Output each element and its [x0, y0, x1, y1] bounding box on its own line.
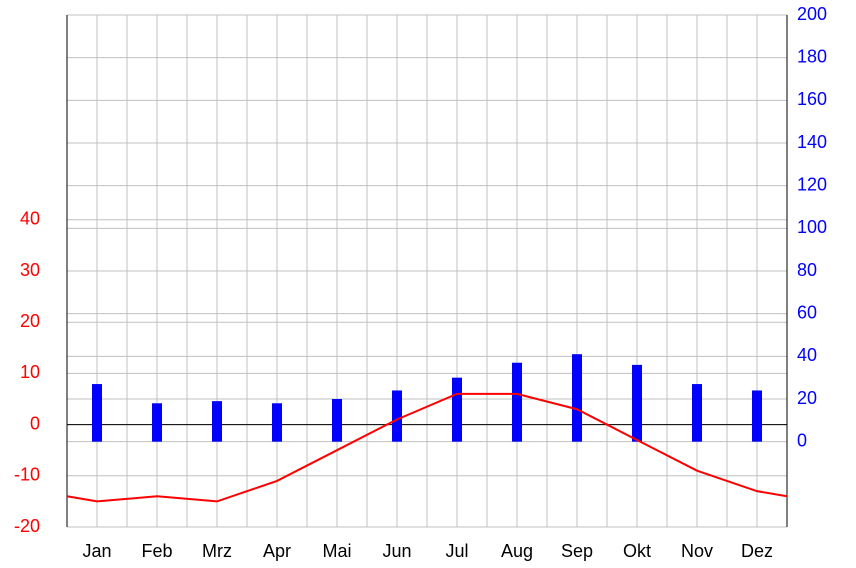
y2-tick-label: 60: [797, 302, 817, 322]
x-tick-label: Mai: [322, 541, 351, 561]
y-tick-label: -10: [14, 465, 40, 485]
x-tick-label: Okt: [623, 541, 651, 561]
x-tick-label: Jun: [382, 541, 411, 561]
y2-tick-label: 160: [797, 89, 827, 109]
y2-tick-label: 100: [797, 217, 827, 237]
y-tick-label: 0: [30, 413, 40, 433]
x-tick-label: Dez: [741, 541, 773, 561]
bar: [692, 384, 702, 442]
x-tick-label: Jan: [82, 541, 111, 561]
y2-tick-label: 80: [797, 260, 817, 280]
x-tick-label: Sep: [561, 541, 593, 561]
x-tick-label: Apr: [263, 541, 291, 561]
bar: [752, 390, 762, 442]
x-tick-label: Jul: [445, 541, 468, 561]
bar: [452, 377, 462, 442]
x-tick-label: Mrz: [202, 541, 232, 561]
y2-tick-label: 180: [797, 46, 827, 66]
y2-tick-label: 140: [797, 132, 827, 152]
y2-tick-label: 0: [797, 430, 807, 450]
x-tick-label: Feb: [141, 541, 172, 561]
bar: [332, 399, 342, 442]
y-tick-label: 40: [20, 209, 40, 229]
y2-tick-label: 200: [797, 4, 827, 24]
bar: [152, 403, 162, 442]
bar: [272, 403, 282, 442]
y2-tick-label: 40: [797, 345, 817, 365]
y2-tick-label: 20: [797, 388, 817, 408]
bar: [392, 390, 402, 442]
bar: [212, 401, 222, 442]
x-tick-label: Aug: [501, 541, 533, 561]
y2-tick-label: 120: [797, 174, 827, 194]
y-tick-label: 30: [20, 260, 40, 280]
bar: [632, 364, 642, 442]
y-tick-label: 10: [20, 362, 40, 382]
bar: [572, 354, 582, 442]
temperature-line: [66, 392, 788, 503]
y-tick-label: 20: [20, 311, 40, 331]
y-tick-label: -20: [14, 516, 40, 536]
x-tick-label: Nov: [681, 541, 713, 561]
bar: [512, 362, 522, 442]
bar: [92, 384, 102, 442]
